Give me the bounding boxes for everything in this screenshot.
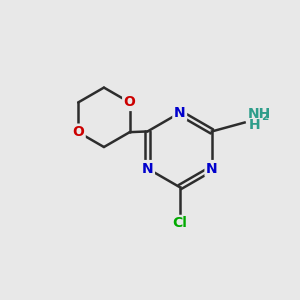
Text: N: N [206,162,218,176]
Text: O: O [72,125,84,139]
Text: N: N [142,162,153,176]
Text: 2: 2 [261,112,268,122]
Text: H: H [249,118,261,133]
Text: N: N [174,106,185,120]
Text: Cl: Cl [172,216,187,230]
Text: NH: NH [248,107,272,121]
Text: O: O [124,95,136,110]
